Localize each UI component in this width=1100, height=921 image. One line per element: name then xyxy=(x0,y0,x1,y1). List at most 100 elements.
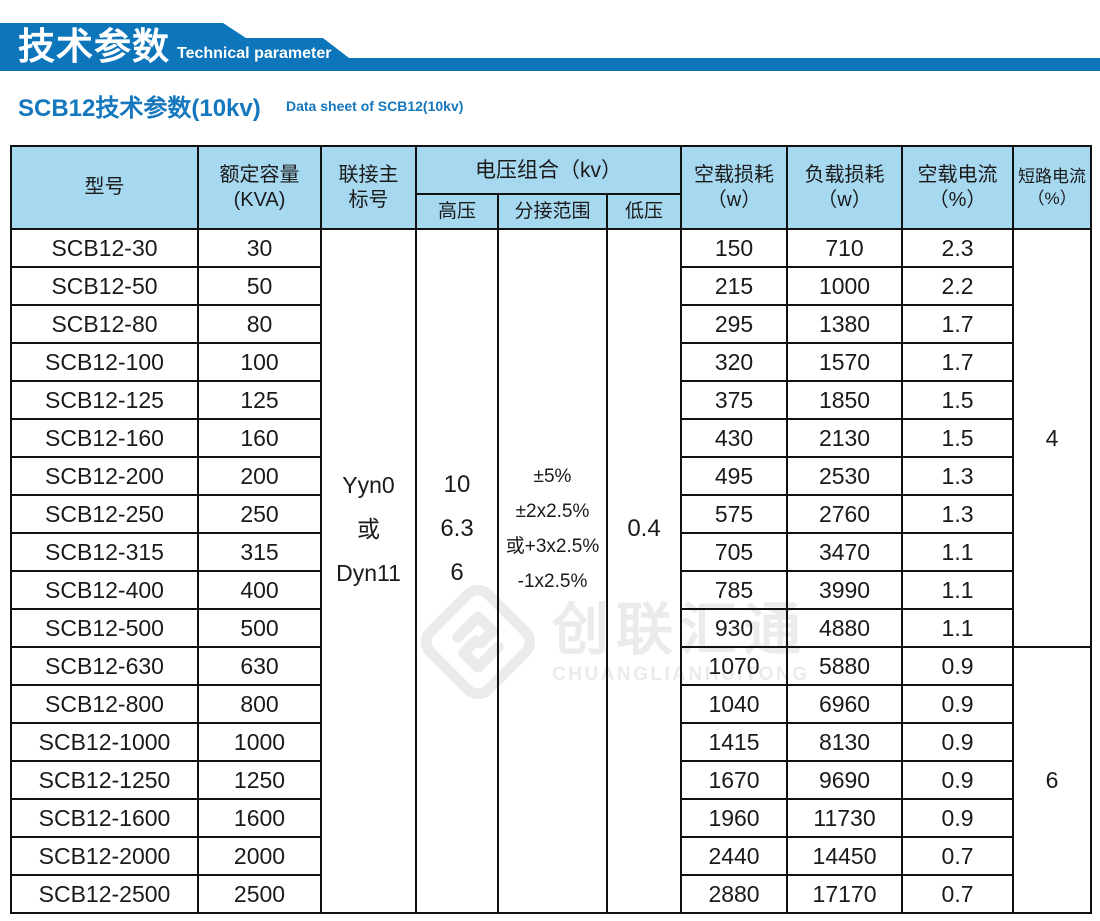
header-line: 空载损耗 xyxy=(694,163,775,186)
cell-noload-loss: 2440 xyxy=(680,836,789,876)
banner-title: 技术参数 xyxy=(18,26,170,67)
cell-noload-loss: 150 xyxy=(680,228,789,268)
col-header-voltage-group: 电压组合（kv） xyxy=(414,145,683,195)
cell-noload-loss: 1070 xyxy=(680,646,789,686)
table-row: SCB12-1600 1600 1960 11730 0.9 xyxy=(10,798,1091,838)
cell-noload-current: 1.5 xyxy=(901,380,1015,420)
cell-model: SCB12-160 xyxy=(10,418,199,458)
cell-model: SCB12-800 xyxy=(10,684,199,724)
cell-noload-loss: 575 xyxy=(680,494,789,534)
table-row: SCB12-100 100 320 1570 1.7 xyxy=(10,342,1091,382)
cell-noload-current: 0.7 xyxy=(901,836,1015,876)
header-line: 联接主 xyxy=(338,163,399,186)
header-line: 短路电流 xyxy=(1018,166,1087,186)
table-row: SCB12-1000 1000 1415 8130 0.9 xyxy=(10,722,1091,762)
cell-model: SCB12-200 xyxy=(10,456,199,496)
table-row: SCB12-630 630 1070 5880 0.9 6 xyxy=(10,646,1093,914)
cell-load-loss: 9690 xyxy=(786,760,904,800)
cell-hv: 10 6.3 6 xyxy=(415,228,499,914)
cell-capacity: 250 xyxy=(197,494,322,534)
cell-load-loss: 1850 xyxy=(786,380,904,420)
cell-capacity: 80 xyxy=(197,304,322,344)
cell-load-loss: 3470 xyxy=(786,532,904,572)
banner-title-en: Technical parameter xyxy=(177,45,332,62)
page-title: SCB12技术参数(10kv) xyxy=(18,95,261,122)
cell-capacity: 200 xyxy=(197,456,322,496)
cell-load-loss: 4880 xyxy=(786,608,904,648)
cell-model: SCB12-1250 xyxy=(10,760,199,800)
cell-noload-loss: 375 xyxy=(680,380,789,420)
cell-model: SCB12-1600 xyxy=(10,798,199,838)
cell-capacity: 1250 xyxy=(197,760,322,800)
cell-load-loss: 17170 xyxy=(786,874,904,914)
table-row: SCB12-315 315 705 3470 1.1 xyxy=(10,532,1091,572)
header-line: （w） xyxy=(817,188,872,211)
cell-capacity: 2500 xyxy=(197,874,322,914)
table-row: SCB12-800 800 1040 6960 0.9 xyxy=(10,684,1091,724)
cell-load-loss: 3990 xyxy=(786,570,904,610)
cell-capacity: 800 xyxy=(197,684,322,724)
cell-model: SCB12-400 xyxy=(10,570,199,610)
cell-model: SCB12-80 xyxy=(10,304,199,344)
cell-capacity: 30 xyxy=(197,228,322,268)
col-header-connection: 联接主 标号 xyxy=(320,145,417,230)
cell-model: SCB12-315 xyxy=(10,532,199,572)
cell-capacity: 500 xyxy=(197,608,322,648)
cell-load-loss: 1570 xyxy=(786,342,904,382)
cell-model: SCB12-125 xyxy=(10,380,199,420)
cell-noload-current: 0.9 xyxy=(901,646,1015,686)
cell-capacity: 100 xyxy=(197,342,322,382)
cell-noload-loss: 1040 xyxy=(680,684,789,724)
cell-tap-range-line: 或+3x2.5% xyxy=(505,536,600,557)
cell-capacity: 2000 xyxy=(197,836,322,876)
cell-noload-loss: 1960 xyxy=(680,798,789,838)
cell-short-circuit: 4 xyxy=(1012,228,1093,648)
cell-model: SCB12-1000 xyxy=(10,722,199,762)
cell-load-loss: 8130 xyxy=(786,722,904,762)
table-header: 型号 额定容量 (KVA) 联接主 标号 电压组合（kv） 空载损耗 （w） 负… xyxy=(10,145,1093,230)
header-line: （%） xyxy=(1027,188,1077,208)
table-row: SCB12-200 200 495 2530 1.3 xyxy=(10,456,1091,496)
col-header-load-loss: 负载损耗 （w） xyxy=(786,145,904,230)
cell-tap-range-line: -1x2.5% xyxy=(517,571,588,592)
col-header-short-circuit: 短路电流 （%） xyxy=(1012,145,1093,230)
cell-model: SCB12-100 xyxy=(10,342,199,382)
cell-tap-range-line: ±2x2.5% xyxy=(515,501,590,522)
col-header-model: 型号 xyxy=(10,145,199,230)
cell-noload-current: 0.9 xyxy=(901,760,1015,800)
cell-noload-loss: 705 xyxy=(680,532,789,572)
cell-capacity: 125 xyxy=(197,380,322,420)
cell-model: SCB12-30 xyxy=(10,228,199,268)
cell-noload-loss: 320 xyxy=(680,342,789,382)
cell-noload-loss: 2880 xyxy=(680,874,789,914)
cell-noload-current: 0.9 xyxy=(901,684,1015,724)
cell-load-loss: 710 xyxy=(786,228,904,268)
cell-capacity: 1600 xyxy=(197,798,322,838)
cell-model: SCB12-250 xyxy=(10,494,199,534)
cell-model: SCB12-500 xyxy=(10,608,199,648)
cell-tap-range: ±5% ±2x2.5% 或+3x2.5% -1x2.5% xyxy=(497,228,608,914)
cell-load-loss: 1380 xyxy=(786,304,904,344)
cell-hv-line: 6.3 xyxy=(440,515,474,542)
cell-noload-loss: 1670 xyxy=(680,760,789,800)
cell-model: SCB12-630 xyxy=(10,646,199,686)
cell-noload-loss: 295 xyxy=(680,304,789,344)
cell-noload-loss: 930 xyxy=(680,608,789,648)
cell-noload-current: 0.7 xyxy=(901,874,1015,914)
table-body: SCB12-30 30 Yyn0 或 Dyn11 10 6.3 6 ±5% ±2x2.5% 或+3x… xyxy=(10,228,1093,914)
table-row: SCB12-30 30 Yyn0 或 Dyn11 10 6.3 6 ±5% ±2x2.5% 或+3x… xyxy=(10,228,1093,914)
cell-capacity: 315 xyxy=(197,532,322,572)
cell-connection: Yyn0 或 Dyn11 xyxy=(320,228,417,914)
header-line: （w） xyxy=(706,188,762,211)
col-header-tap: 分接范围 xyxy=(497,193,608,230)
header-line: 标号 xyxy=(348,188,389,211)
cell-noload-current: 1.1 xyxy=(901,532,1015,572)
cell-noload-loss: 785 xyxy=(680,570,789,610)
cell-connection-line: Dyn11 xyxy=(336,560,401,586)
cell-tap-range-line: ±5% xyxy=(533,466,572,487)
page-title-en: Data sheet of SCB12(10kv) xyxy=(286,98,464,114)
cell-noload-current: 1.1 xyxy=(901,570,1015,610)
cell-capacity: 1000 xyxy=(197,722,322,762)
cell-noload-current: 0.9 xyxy=(901,798,1015,838)
cell-noload-loss: 215 xyxy=(680,266,789,306)
